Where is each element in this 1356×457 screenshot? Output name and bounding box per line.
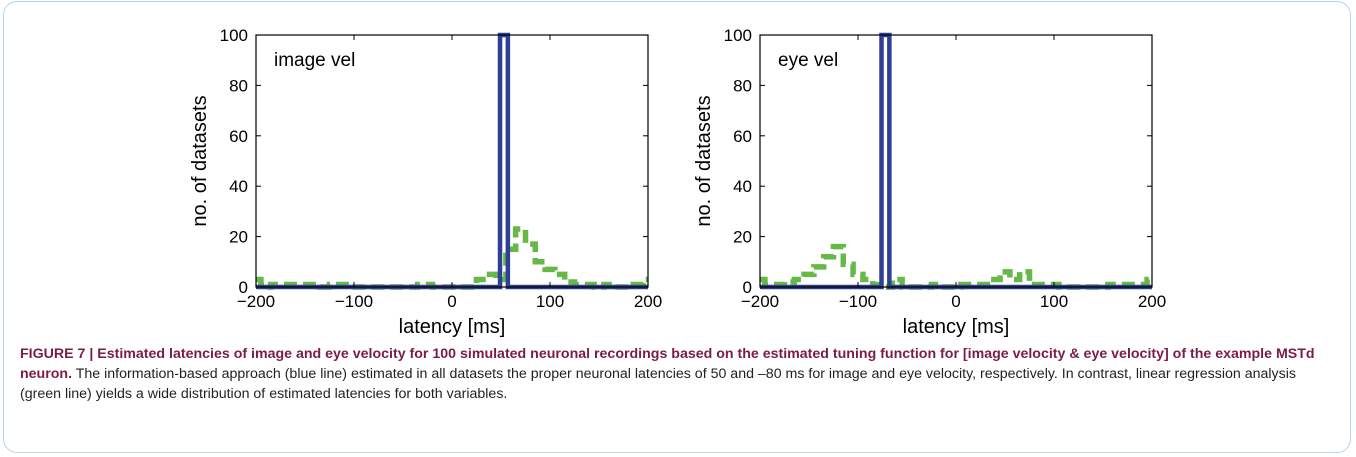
x-tick-label: 0	[951, 292, 960, 311]
axes-box-1	[255, 34, 649, 288]
y-axis-label: no. of datasets	[693, 95, 715, 226]
y-tick-label: 20	[229, 228, 248, 247]
caption-title: FIGURE 7 | Estimated latencies of image …	[20, 346, 1315, 382]
y-tick-label: 60	[733, 127, 752, 146]
x-axis-label: latency [ms]	[903, 316, 1010, 338]
axes-box-2	[759, 34, 1153, 288]
y-tick-label: 100	[220, 26, 248, 45]
y-tick-label: 80	[733, 76, 752, 95]
information-series-line-1	[256, 32, 648, 290]
x-tick-label: 100	[536, 292, 564, 311]
panel-label: image vel	[274, 50, 355, 71]
chart-panel-1: −200 −100 0 100 200 0 20 40 60 80 100 image vel late…	[189, 26, 662, 338]
information-series-line-2	[760, 32, 1152, 290]
x-tick-label: 200	[634, 292, 662, 311]
y-tick-label: 20	[733, 228, 752, 247]
y-axis-label: no. of datasets	[189, 95, 211, 226]
y-tick-label: 0	[743, 278, 752, 297]
regression-series-line-1	[256, 226, 648, 290]
y-tick-label: 60	[229, 127, 248, 146]
regression-series-line-2	[760, 243, 1152, 290]
panel-label: eye vel	[778, 50, 838, 71]
y-tick-label: 100	[724, 26, 752, 45]
y-tick-label: 40	[733, 177, 752, 196]
x-tick-label: 200	[1138, 292, 1166, 311]
figure-caption: FIGURE 7 | Estimated latencies of image …	[20, 344, 1340, 404]
figure-frame	[3, 1, 1351, 453]
x-tick-label: 0	[447, 292, 456, 311]
x-tick-label: −200	[237, 292, 275, 311]
x-axis-label: latency [ms]	[399, 316, 506, 338]
caption-body: The information-based approach (blue lin…	[20, 366, 1296, 402]
y-tick-label: 80	[229, 76, 248, 95]
x-tick-label: −100	[839, 292, 877, 311]
x-tick-label: 100	[1040, 292, 1068, 311]
x-tick-label: −100	[335, 292, 373, 311]
y-tick-label: 40	[229, 177, 248, 196]
y-tick-label: 0	[239, 278, 248, 297]
x-tick-label: −200	[741, 292, 779, 311]
chart-panel-2: −200 −100 0 100 200 0 20 40 60 80 100 eye vel latenc…	[693, 26, 1166, 338]
